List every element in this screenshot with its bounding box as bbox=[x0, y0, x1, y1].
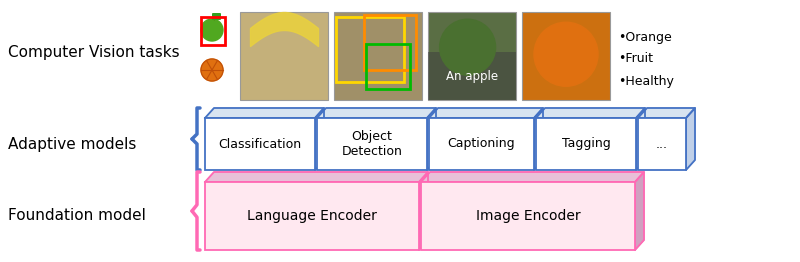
Bar bbox=[240, 12, 328, 100]
Text: •Fruit: •Fruit bbox=[618, 52, 653, 66]
Text: Language Encoder: Language Encoder bbox=[247, 209, 377, 223]
Bar bbox=[317, 118, 427, 170]
Text: Captioning: Captioning bbox=[448, 138, 515, 150]
Circle shape bbox=[440, 19, 496, 75]
Text: •Orange: •Orange bbox=[618, 30, 672, 43]
Polygon shape bbox=[419, 172, 428, 250]
Bar bbox=[205, 118, 315, 170]
Bar bbox=[638, 118, 686, 170]
Text: An apple: An apple bbox=[446, 70, 498, 83]
Polygon shape bbox=[205, 108, 324, 118]
Bar bbox=[428, 12, 516, 100]
Bar bbox=[364, 15, 416, 70]
Bar bbox=[205, 182, 419, 250]
Circle shape bbox=[534, 22, 598, 86]
Polygon shape bbox=[429, 108, 543, 118]
Bar bbox=[201, 17, 225, 45]
Text: Classification: Classification bbox=[218, 138, 302, 150]
FancyBboxPatch shape bbox=[212, 13, 221, 20]
Circle shape bbox=[201, 19, 223, 41]
Polygon shape bbox=[317, 108, 436, 118]
Polygon shape bbox=[635, 172, 644, 250]
Bar bbox=[429, 118, 534, 170]
Polygon shape bbox=[421, 172, 644, 182]
Circle shape bbox=[201, 59, 223, 81]
Text: Adaptive models: Adaptive models bbox=[8, 137, 136, 151]
Polygon shape bbox=[205, 172, 428, 182]
Polygon shape bbox=[638, 108, 695, 118]
Text: •Healthy: •Healthy bbox=[618, 74, 674, 88]
Polygon shape bbox=[686, 108, 695, 170]
Polygon shape bbox=[536, 108, 645, 118]
Bar bbox=[336, 17, 404, 82]
Bar bbox=[421, 182, 635, 250]
Text: Object
Detection: Object Detection bbox=[342, 130, 402, 158]
Polygon shape bbox=[636, 108, 645, 170]
Text: ...: ... bbox=[656, 138, 668, 150]
Bar bbox=[334, 12, 422, 100]
Bar bbox=[366, 44, 410, 89]
Text: Computer Vision tasks: Computer Vision tasks bbox=[8, 45, 180, 59]
Bar bbox=[428, 52, 516, 100]
Polygon shape bbox=[315, 108, 324, 170]
Text: Foundation model: Foundation model bbox=[8, 209, 146, 223]
Bar bbox=[522, 12, 610, 100]
Text: Tagging: Tagging bbox=[562, 138, 610, 150]
Polygon shape bbox=[427, 108, 436, 170]
Polygon shape bbox=[534, 108, 543, 170]
Text: Image Encoder: Image Encoder bbox=[476, 209, 580, 223]
Bar bbox=[536, 118, 636, 170]
